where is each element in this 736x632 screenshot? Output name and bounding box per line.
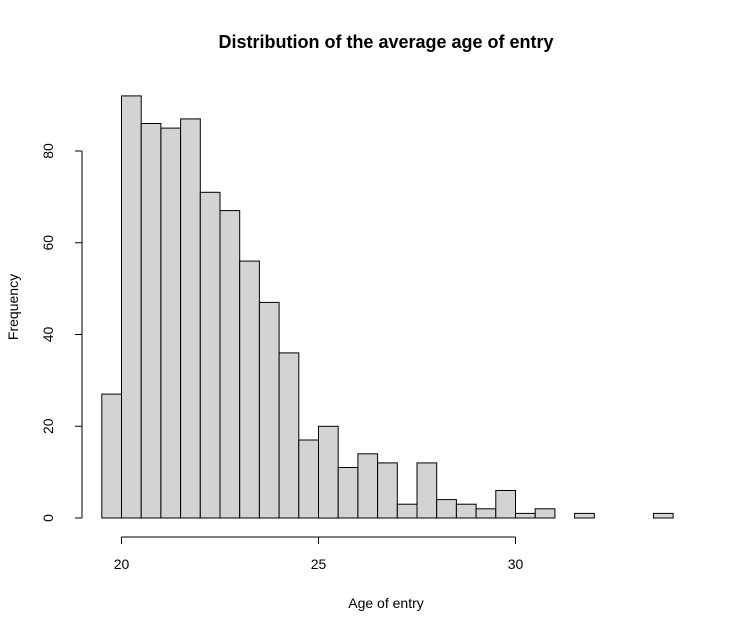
histogram-bar: [258, 301, 280, 519]
x-tick-label: 25: [311, 556, 327, 572]
y-axis: 0 20 40 60 80: [40, 143, 83, 522]
y-tick-label: 60: [40, 235, 56, 251]
x-axis-label: Age of entry: [348, 595, 424, 611]
histogram-bar: [357, 453, 379, 519]
histogram-bar: [318, 425, 339, 519]
histogram-bar: [160, 127, 182, 519]
histogram-bar: [239, 260, 260, 519]
histogram-bar: [377, 462, 398, 519]
histogram-bar: [534, 508, 556, 519]
histogram-bar: [475, 508, 497, 519]
histogram-bar: [495, 490, 516, 519]
y-tick-label: 20: [40, 418, 56, 434]
histogram-bar: [180, 118, 201, 519]
histogram-bar: [199, 191, 221, 519]
chart-title: Distribution of the average age of entry: [218, 32, 553, 52]
x-tick-label: 20: [114, 556, 130, 572]
x-tick-label: 30: [508, 556, 524, 572]
y-tick-label: 80: [40, 143, 56, 159]
histogram-bar: [298, 439, 319, 519]
histogram-bar: [140, 123, 162, 519]
histogram-bar: [396, 503, 418, 519]
histogram-bar: [455, 503, 477, 519]
histogram-bar: [101, 393, 123, 519]
y-axis-label: Frequency: [5, 274, 21, 340]
histogram-bar: [574, 512, 595, 519]
histogram-bar: [278, 352, 300, 519]
histogram-bar: [436, 499, 457, 519]
histogram-bar: [337, 467, 359, 519]
y-tick-label: 40: [40, 327, 56, 343]
y-tick-label: 0: [40, 514, 56, 522]
x-axis: 20 25 30: [114, 536, 524, 572]
histogram-bar: [121, 95, 142, 519]
histogram-bar: [515, 512, 536, 519]
histogram-bar: [416, 462, 438, 519]
histogram-bar: [652, 512, 674, 519]
bars-group: [101, 95, 674, 519]
histogram-bar: [219, 210, 241, 519]
